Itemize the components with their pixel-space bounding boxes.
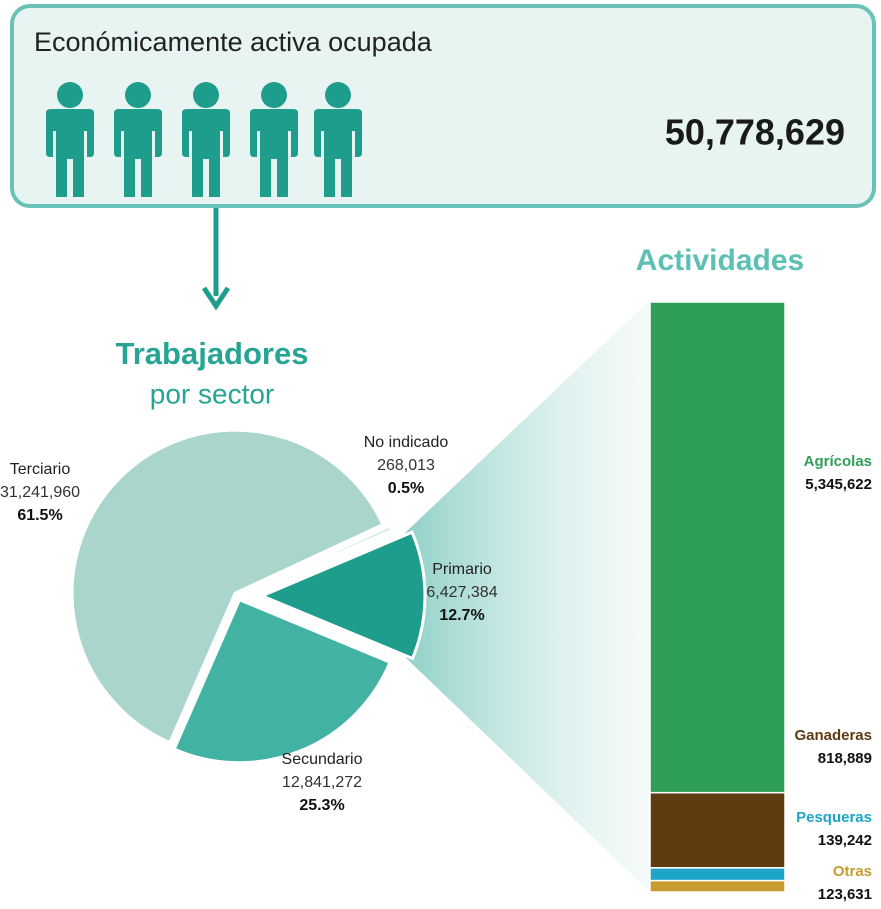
bar-title: Actividades: [636, 244, 804, 277]
segment-value: 818,889: [818, 750, 872, 767]
labels: Primario 6,427,384 12.7% Secundario 12,841,2…: [0, 434, 872, 903]
slice-percent: 0.5%: [388, 480, 424, 497]
slice-percent: 25.3%: [299, 797, 344, 814]
pie-subtitle: por sector: [150, 378, 275, 409]
segment-name: Ganaderas: [794, 727, 872, 744]
slice-percent: 12.7%: [439, 607, 484, 624]
segment-name: Pesqueras: [796, 809, 872, 826]
arrow: [201, 208, 231, 311]
slice-name: Terciario: [10, 461, 71, 478]
slice-value: 31,241,960: [0, 484, 80, 501]
pie-slice: [258, 530, 427, 661]
segment-value: 139,242: [818, 832, 872, 849]
pie-title: Trabajadores: [116, 336, 309, 371]
slice-percent: 61.5%: [17, 507, 62, 524]
funnel: [405, 300, 650, 892]
bar-segment: [649, 879, 786, 893]
slice-name: Primario: [432, 561, 492, 578]
header-title: Económicamente activa ocupada: [34, 27, 433, 57]
segment-value: 5,345,622: [805, 476, 872, 493]
slice-name: Secundario: [282, 751, 363, 768]
pie-slice: [241, 523, 394, 596]
slice-value: 268,013: [377, 457, 435, 474]
header-total: 50,778,629: [665, 112, 845, 153]
segment-value: 123,631: [818, 886, 872, 903]
segment-name: Agrícolas: [804, 453, 872, 470]
bar-segment: [649, 867, 786, 882]
slice-value: 6,427,384: [426, 584, 497, 601]
stacked-bar: [649, 301, 786, 893]
segment-name: Otras: [833, 863, 872, 880]
pie: [70, 428, 427, 765]
slice-value: 12,841,272: [282, 774, 362, 791]
slice-name: No indicado: [364, 434, 449, 451]
pie-slice: [172, 597, 392, 765]
bar-segment: [649, 791, 786, 869]
bar-segment: [649, 301, 786, 794]
pie-slice: [70, 428, 385, 745]
